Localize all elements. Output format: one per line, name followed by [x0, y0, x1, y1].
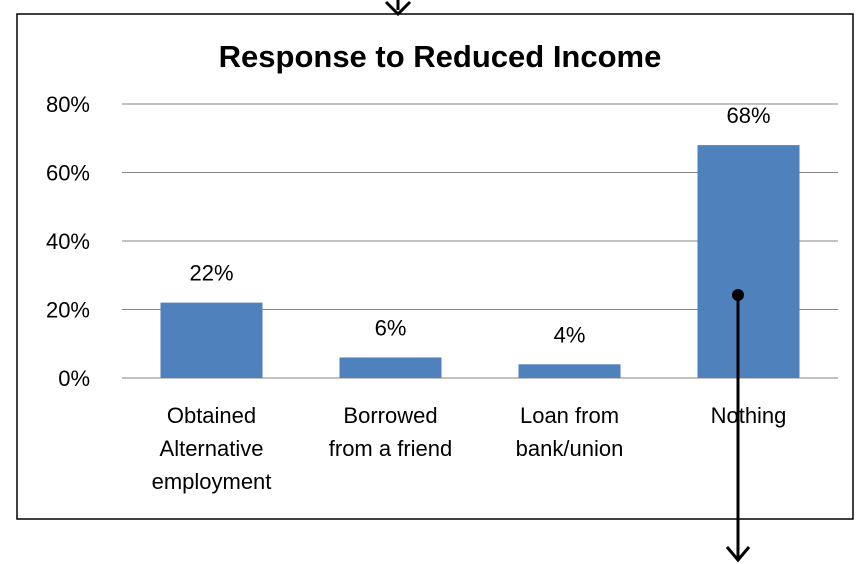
y-tick-label: 80%	[46, 92, 90, 117]
bar	[160, 302, 263, 378]
y-tick-label: 40%	[46, 229, 90, 254]
y-axis-ticks: 0% 20% 40% 60% 80%	[46, 92, 90, 391]
data-label: 68%	[726, 103, 770, 128]
category-label: Obtained Alternative employment	[152, 403, 272, 494]
bar	[339, 357, 442, 378]
data-label: 22%	[189, 261, 233, 286]
top-arrow-head	[384, 0, 412, 17]
category-label: Borrowed from a friend	[329, 403, 453, 461]
data-label: 4%	[554, 322, 586, 347]
chart-title: Response to Reduced Income	[219, 39, 662, 74]
category-label: Loan from bank/union	[516, 403, 624, 461]
annotation-arrows	[384, 0, 751, 563]
data-labels: 22% 6% 4% 68%	[189, 103, 770, 347]
arrow-head	[725, 546, 751, 563]
bars	[160, 145, 800, 378]
y-tick-label: 20%	[46, 298, 90, 323]
y-tick-label: 0%	[58, 366, 90, 391]
bar	[518, 364, 621, 378]
y-tick-label: 60%	[46, 161, 90, 186]
bar	[697, 145, 800, 378]
x-axis-categories: Obtained Alternative employment Borrowed fro…	[152, 403, 787, 494]
data-label: 6%	[375, 315, 407, 340]
category-label: Nothing	[711, 403, 787, 428]
